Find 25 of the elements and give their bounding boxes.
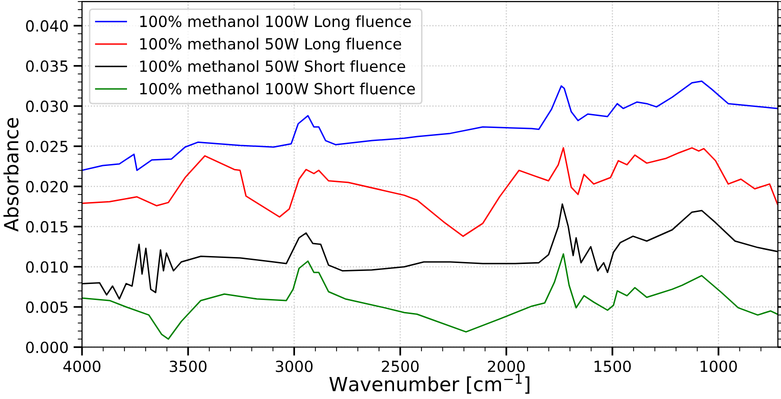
line-series: [82, 253, 778, 340]
x-tick-label: 1000: [700, 360, 737, 372]
y-tick-label: 0.035: [26, 60, 68, 72]
y-axis-title: Absorbance: [3, 118, 19, 232]
y-tick-label: 0.025: [26, 140, 68, 152]
line-series: [82, 80, 778, 172]
x-axis-title: Wavenumber [cm$^{−1}$]: [329, 374, 530, 394]
legend-label: 100% methanol 50W Short fluence: [140, 60, 406, 72]
x-tick-label: 3000: [276, 360, 313, 372]
legend-label: 100% methanol 100W Short fluence: [140, 82, 415, 94]
y-tick-label: 0.030: [26, 100, 68, 112]
y-tick-label: 0.040: [26, 20, 68, 32]
x-tick-label: 2000: [488, 360, 525, 372]
y-tick-label: 0.020: [26, 180, 68, 192]
x-tick-label: 2500: [382, 360, 419, 372]
line-series: [82, 147, 778, 237]
y-tick-label: 0.000: [26, 342, 68, 354]
x-tick-label: 1500: [594, 360, 631, 372]
x-tick-label: 4000: [63, 360, 100, 372]
x-tick-label: 3500: [170, 360, 207, 372]
legend-label: 100% methanol 50W Long fluence: [140, 38, 402, 53]
y-tick-label: 0.010: [26, 261, 68, 273]
y-tick-label: 0.005: [26, 301, 68, 313]
legend-label: 100% methanol 100W Long fluence: [140, 15, 411, 30]
y-tick-label: 0.015: [26, 221, 68, 233]
